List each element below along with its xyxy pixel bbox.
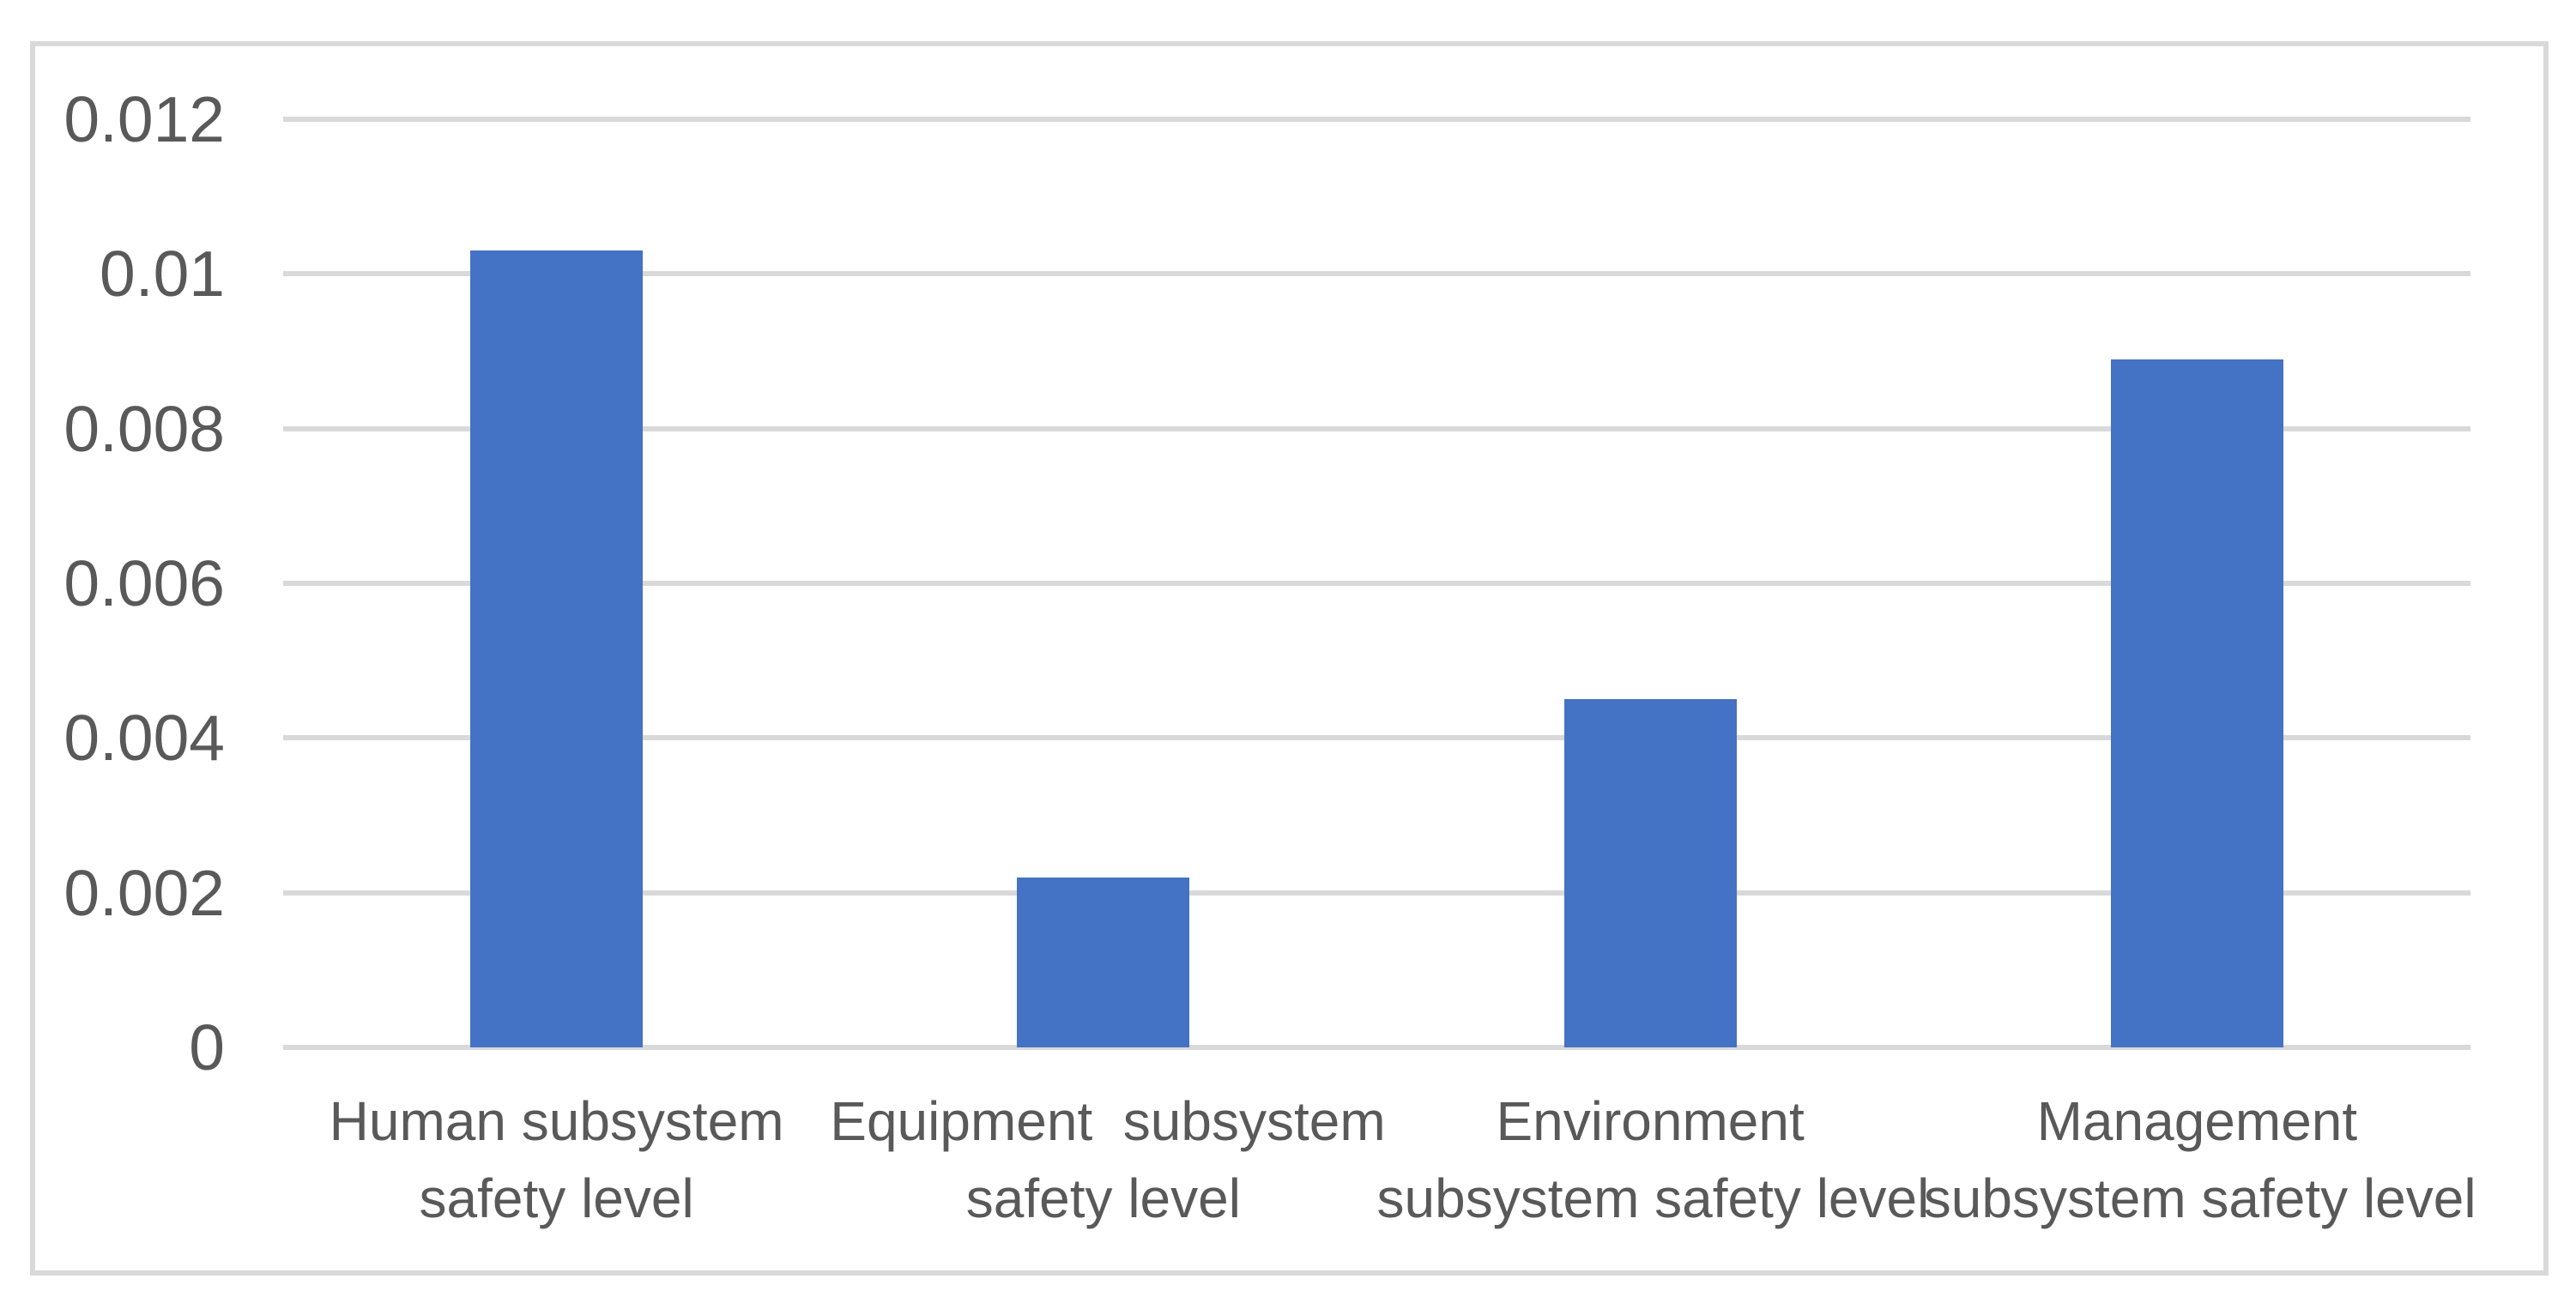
x-axis-category-label-line: Environment xyxy=(1496,1090,1805,1152)
x-axis-category-label-line: safety level xyxy=(419,1167,694,1229)
gridline xyxy=(283,425,2470,431)
x-axis-category-label: Equipment subsystem safety level xyxy=(830,1083,1386,1237)
x-axis-category-label-line: Management xyxy=(2036,1090,2358,1152)
y-axis-tick-label: 0.004 xyxy=(63,702,225,775)
x-axis-category-label: Environment subsystem safety level xyxy=(1376,1083,1930,1237)
gridline xyxy=(283,117,2470,122)
y-axis-tick-label: 0.006 xyxy=(63,547,225,619)
x-axis-category-label: Management subsystem safety level xyxy=(1923,1083,2476,1237)
y-axis-tick-label: 0.012 xyxy=(63,83,225,155)
bar-human xyxy=(470,250,644,1047)
x-axis-category-label-line: subsystem safety level xyxy=(1376,1167,1930,1229)
bar-environment xyxy=(1563,699,1737,1047)
x-axis-category-label-line: Human subsystem xyxy=(329,1090,784,1152)
gridline xyxy=(283,581,2470,586)
y-axis-tick-label: 0.002 xyxy=(63,856,225,929)
y-axis-tick-label: 0 xyxy=(189,1011,225,1083)
bar-equipment xyxy=(1017,877,1190,1047)
bar-management xyxy=(2110,359,2283,1047)
y-axis-tick-label: 0.008 xyxy=(63,392,225,465)
y-axis-tick-label: 0.01 xyxy=(100,238,225,311)
gridline xyxy=(283,890,2470,896)
gridline xyxy=(283,1045,2470,1050)
gridline xyxy=(283,735,2470,741)
gridline xyxy=(283,271,2470,277)
x-axis-category-label-line: subsystem safety level xyxy=(1923,1167,2476,1229)
x-axis-category-label-line: safety level xyxy=(965,1167,1241,1229)
x-axis-category-label-line: Equipment subsystem xyxy=(830,1090,1386,1152)
x-axis-category-label: Human subsystem safety level xyxy=(283,1083,830,1237)
